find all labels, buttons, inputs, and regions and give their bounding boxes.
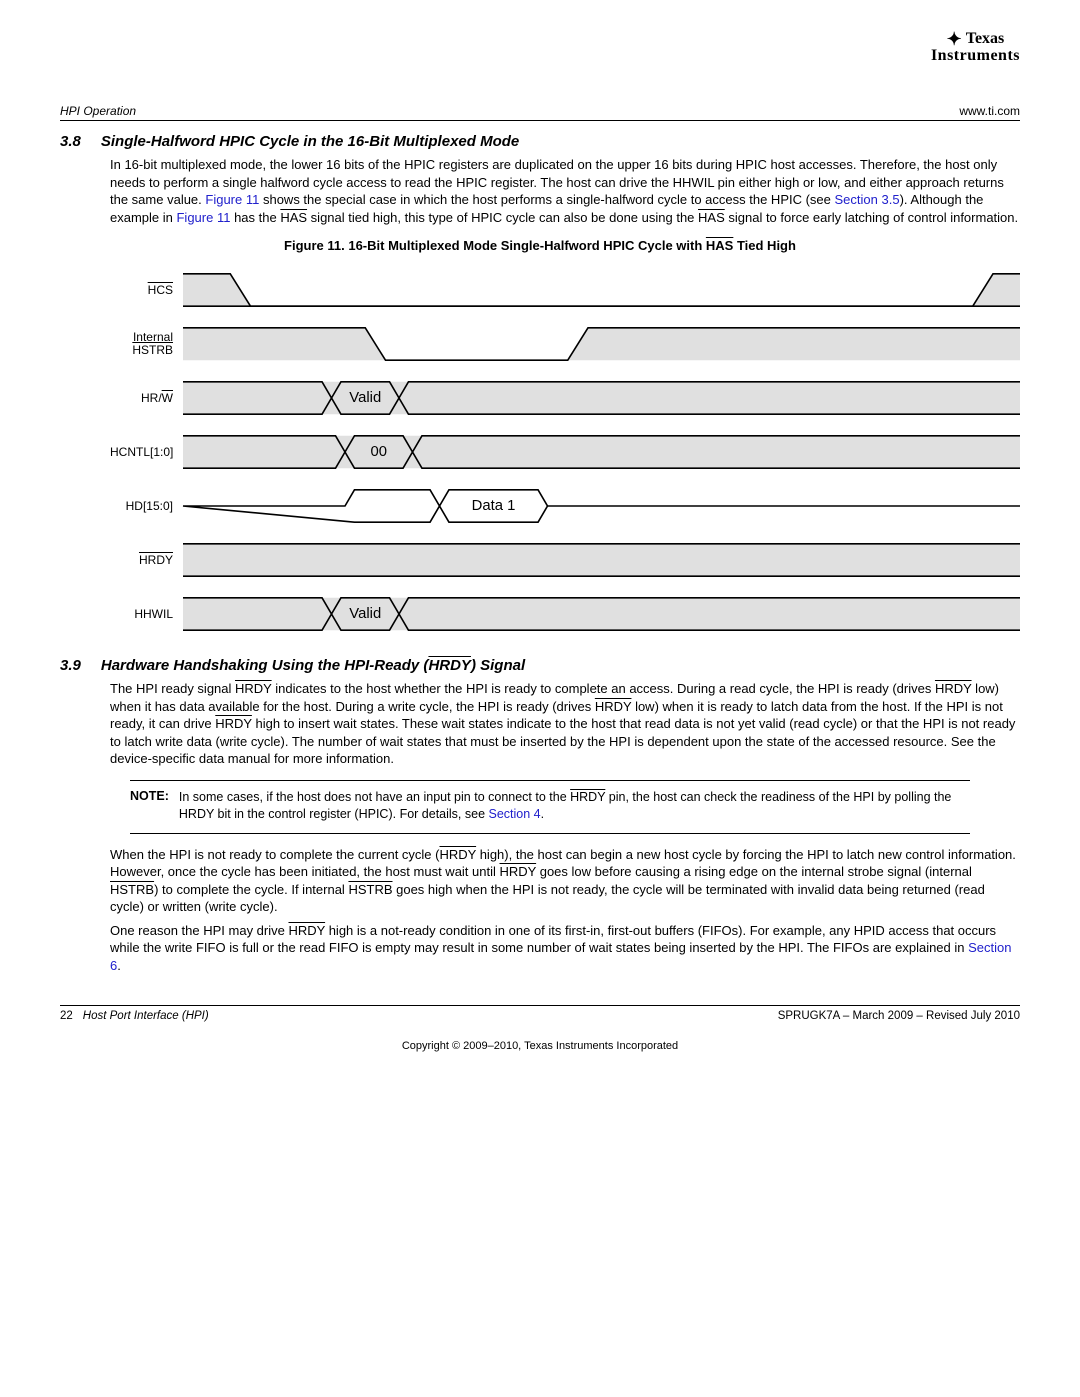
section-3-9-para-3: One reason the HPI may drive HRDY high i…	[110, 922, 1020, 975]
section-3-9-para-1: The HPI ready signal HRDY indicates to t…	[110, 680, 1020, 768]
section-num: 3.9	[60, 657, 81, 674]
section-3-8-para: In 16-bit multiplexed mode, the lower 16…	[110, 156, 1020, 226]
section-3-9-heading: 3.9 Hardware Handshaking Using the HPI-R…	[60, 657, 1020, 674]
header-left: HPI Operation	[60, 104, 136, 118]
doc-title: Host Port Interface (HPI)	[83, 1010, 209, 1022]
logo-text-top: Texas	[966, 31, 1005, 47]
figure-11-caption: Figure 11. 16-Bit Multiplexed Mode Singl…	[60, 238, 1020, 253]
signal-hcntl: HCNTL[1:0] 00	[110, 425, 1020, 479]
section-title: Single-Halfword HPIC Cycle in the 16-Bit…	[101, 133, 519, 150]
svg-text:00: 00	[371, 444, 388, 460]
page-header: HPI Operation www.ti.com	[60, 104, 1020, 121]
section-num: 3.8	[60, 133, 81, 150]
has-signal: HAS	[698, 210, 725, 225]
svg-text:Valid: Valid	[349, 390, 381, 406]
section-3-8-heading: 3.8 Single-Halfword HPIC Cycle in the 16…	[60, 133, 1020, 150]
page-footer: 22 Host Port Interface (HPI) SPRUGK7A – …	[60, 1005, 1020, 1022]
note-label: NOTE:	[130, 789, 169, 823]
signal-hcs: HCS	[110, 263, 1020, 317]
note-text: In some cases, if the host does not have…	[179, 789, 970, 823]
signal-hhwil: HHWIL Valid	[110, 587, 1020, 641]
section-3-5-link[interactable]: Section 3.5	[835, 192, 900, 207]
logo-row: ✦Texas Instruments	[60, 30, 1020, 64]
figure-11-link[interactable]: Figure 11	[205, 192, 259, 207]
section-title: Hardware Handshaking Using the HPI-Ready…	[101, 657, 525, 674]
signal-hrdy: HRDY	[110, 533, 1020, 587]
figure-11-link-2[interactable]: Figure 11	[176, 210, 230, 225]
svg-text:Data 1: Data 1	[472, 498, 516, 514]
signal-hrw: HR/W Valid	[110, 371, 1020, 425]
footer-right: SPRUGK7A – March 2009 – Revised July 201…	[778, 1010, 1020, 1022]
section-3-9-para-2: When the HPI is not ready to complete th…	[110, 846, 1020, 916]
signal-hd: HD[15:0] Data 1	[110, 479, 1020, 533]
svg-text:Valid: Valid	[349, 606, 381, 622]
copyright: Copyright © 2009–2010, Texas Instruments…	[60, 1040, 1020, 1052]
logo-text-bottom: Instruments	[931, 48, 1020, 64]
logo-chip-icon: ✦	[947, 30, 962, 48]
note-box: NOTE: In some cases, if the host does no…	[130, 780, 970, 834]
timing-diagram: HCS Internal HSTRB HR/W Valid	[110, 263, 1020, 641]
header-right: www.ti.com	[959, 104, 1020, 118]
page-number: 22	[60, 1010, 73, 1022]
has-signal: HAS	[280, 210, 307, 225]
section-4-link[interactable]: Section 4	[489, 807, 541, 821]
signal-hstrb: Internal HSTRB	[110, 317, 1020, 371]
ti-logo: ✦Texas Instruments	[931, 30, 1020, 64]
